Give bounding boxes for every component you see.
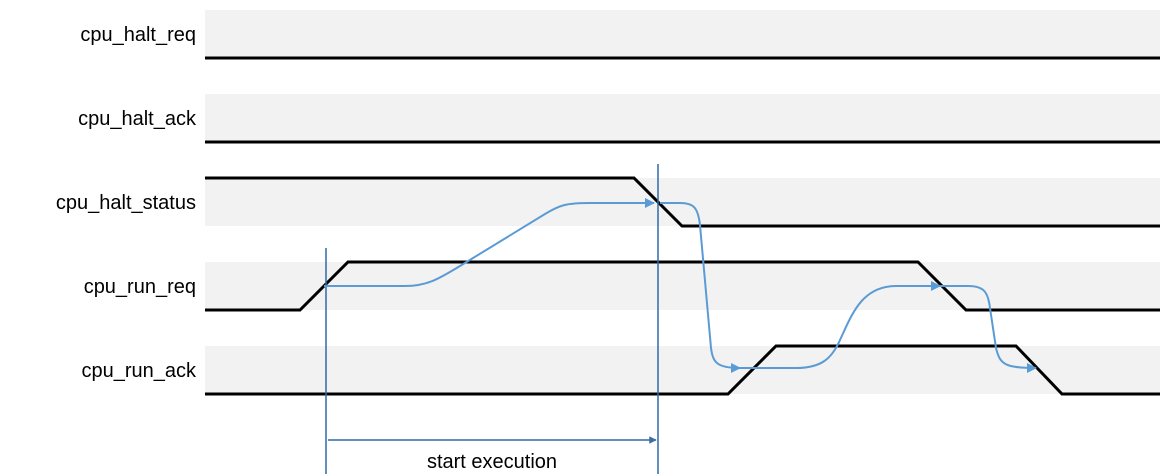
signal-label-cpu-run-req: cpu_run_req	[84, 276, 196, 298]
span-annotation: start execution	[328, 440, 656, 473]
signal-label-cpu-halt-status: cpu_halt_status	[56, 192, 196, 214]
signal-labels: cpu_halt_req cpu_halt_ack cpu_halt_statu…	[56, 24, 197, 382]
lane-bg-cpu-halt-ack	[205, 94, 1160, 142]
lane-bg-cpu-halt-status	[205, 178, 1160, 226]
lane-backgrounds	[205, 10, 1160, 394]
signal-label-cpu-halt-ack: cpu_halt_ack	[78, 108, 197, 130]
lane-bg-cpu-halt-req	[205, 10, 1160, 58]
signal-label-cpu-halt-req: cpu_halt_req	[80, 24, 196, 46]
span-label: start execution	[427, 451, 557, 473]
signal-label-cpu-run-ack: cpu_run_ack	[81, 360, 197, 382]
lane-bg-cpu-run-ack	[205, 346, 1160, 394]
